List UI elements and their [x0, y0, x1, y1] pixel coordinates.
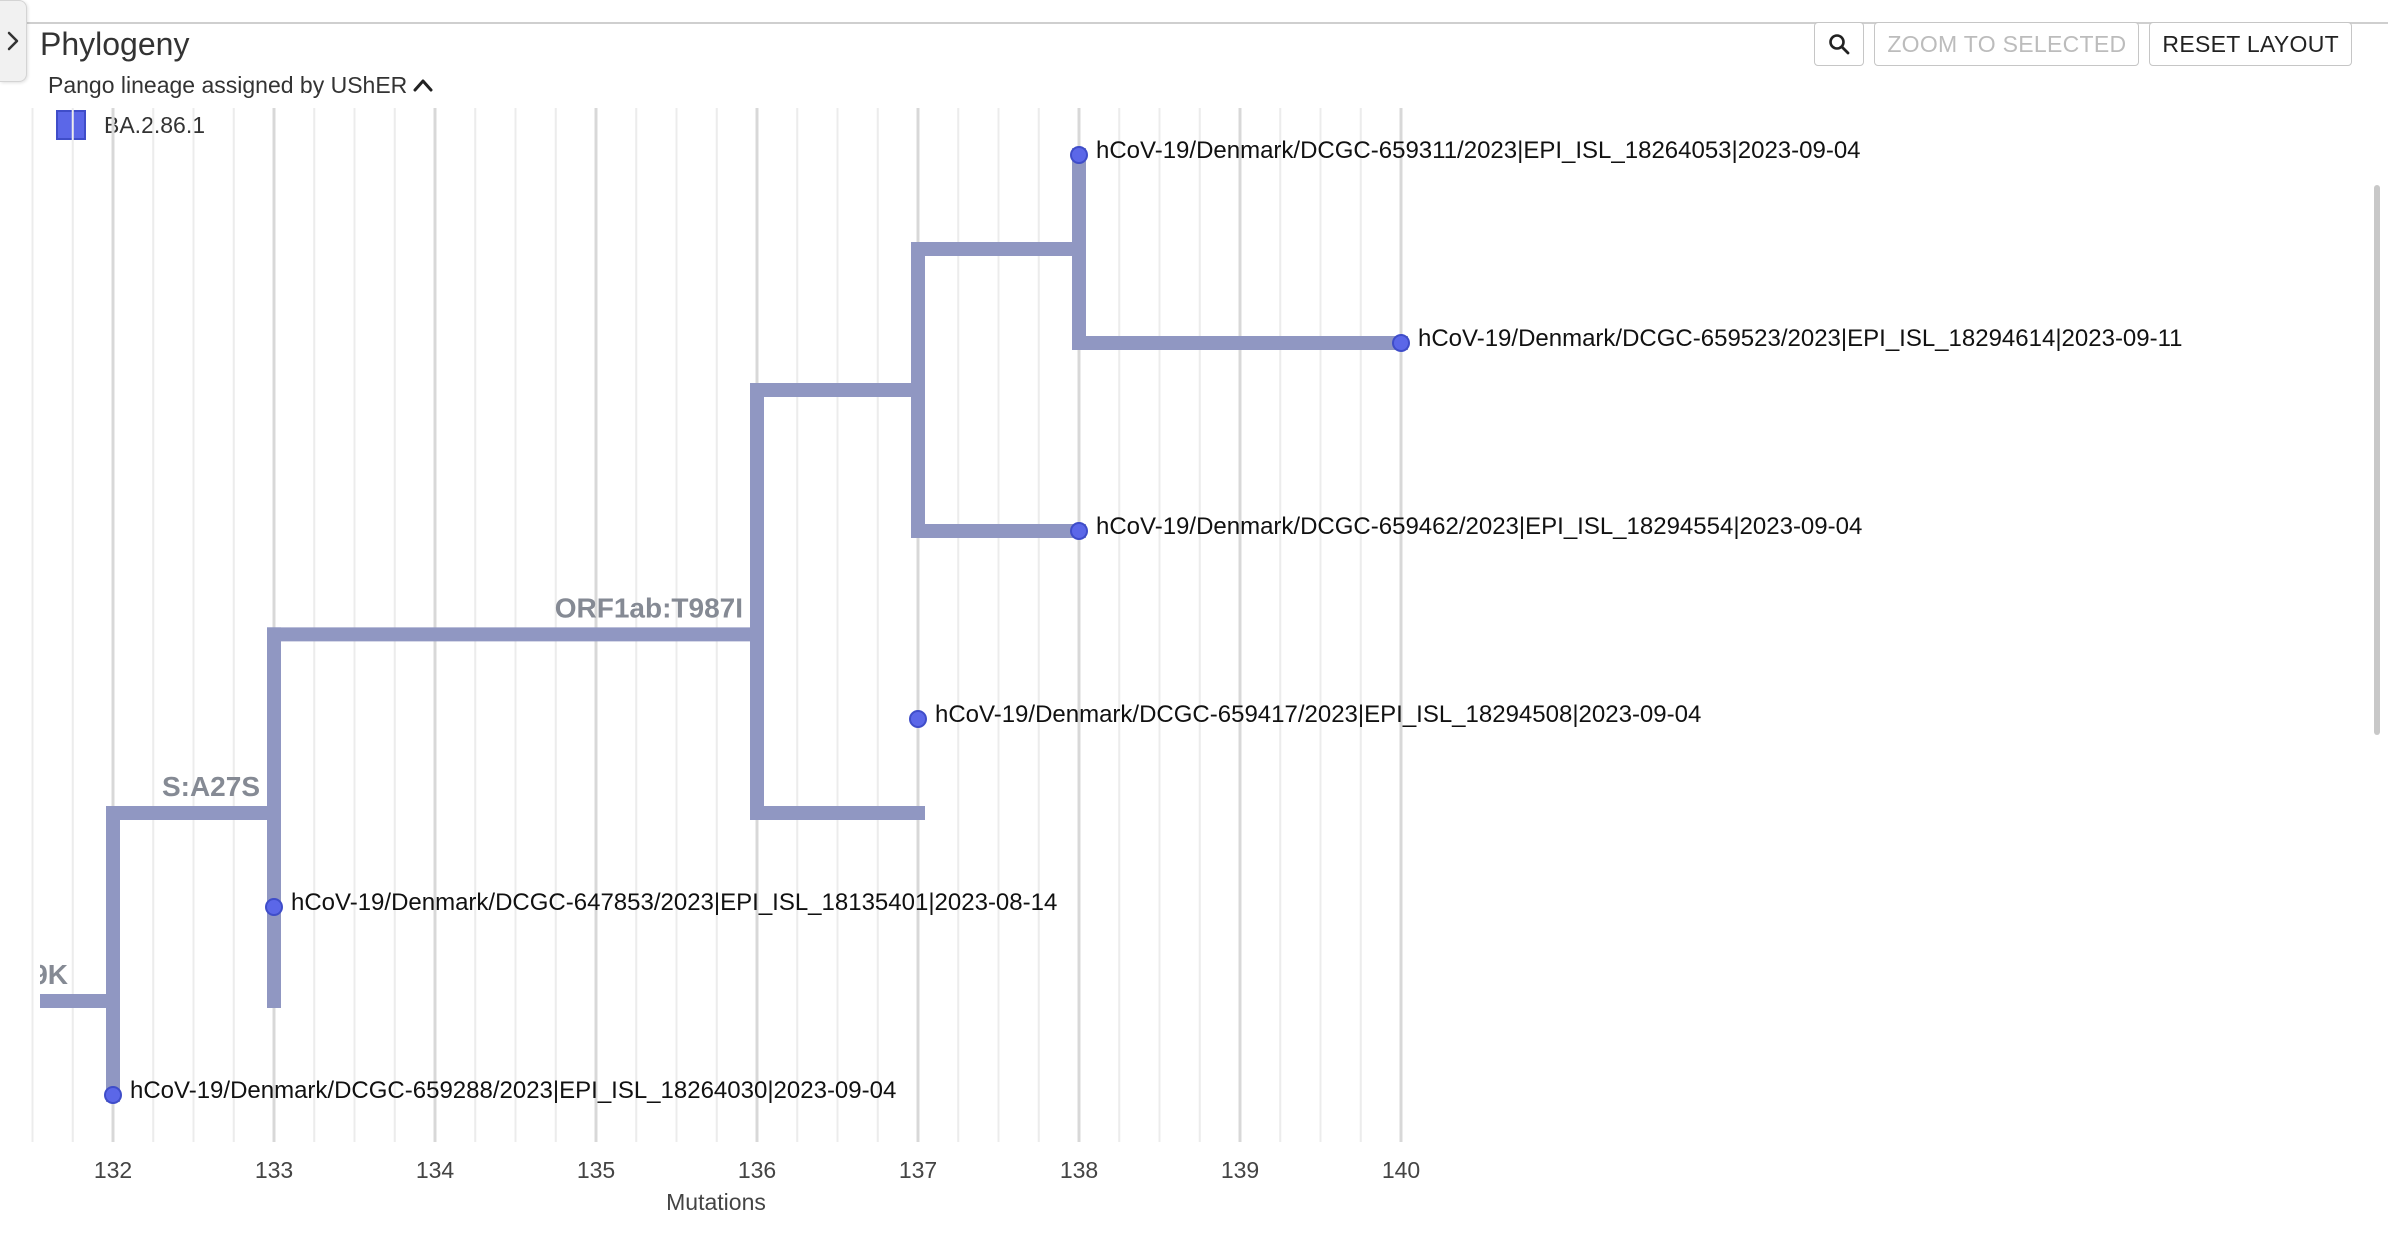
- panel-top-divider: [20, 22, 2388, 24]
- color-by-toggle[interactable]: Pango lineage assigned by UShER: [48, 68, 435, 102]
- search-button[interactable]: [1814, 22, 1865, 66]
- leaf-label[interactable]: hCoV-19/Denmark/DCGC-647853/2023|EPI_ISL…: [291, 889, 1057, 916]
- leaf-node[interactable]: [1392, 334, 1410, 352]
- x-tick-label: 137: [899, 1157, 937, 1183]
- sidebar-expand-button[interactable]: [0, 0, 27, 82]
- mutation-label: ORF1ab:T987I: [555, 592, 743, 623]
- vertical-scrollbar[interactable]: [2374, 185, 2380, 735]
- mutation-label: 9K: [32, 959, 68, 990]
- mutation-label: S:A27S: [162, 771, 260, 802]
- panel-title: Phylogeny: [40, 26, 190, 62]
- leaf-label[interactable]: hCoV-19/Denmark/DCGC-659523/2023|EPI_ISL…: [1418, 325, 2183, 352]
- magnifier-icon: [1829, 34, 1850, 55]
- leaf-label[interactable]: hCoV-19/Denmark/DCGC-659417/2023|EPI_ISL…: [935, 701, 1701, 728]
- leaf-label[interactable]: hCoV-19/Denmark/DCGC-659311/2023|EPI_ISL…: [1096, 137, 1861, 164]
- legend-label: BA.2.86.1: [104, 111, 206, 138]
- x-axis-title: Mutations: [666, 1189, 766, 1215]
- chevron-right-icon: [7, 31, 19, 51]
- x-tick-label: 132: [94, 1157, 132, 1183]
- leaf-label[interactable]: hCoV-19/Denmark/DCGC-659288/2023|EPI_ISL…: [130, 1077, 896, 1104]
- x-tick-label: 140: [1382, 1157, 1420, 1183]
- x-tick-label: 135: [577, 1157, 615, 1183]
- leaf-label[interactable]: hCoV-19/Denmark/DCGC-659462/2023|EPI_ISL…: [1096, 513, 1862, 540]
- reset-layout-button[interactable]: RESET LAYOUT: [2149, 22, 2352, 66]
- leaf-node[interactable]: [1070, 522, 1088, 540]
- x-tick-label: 134: [416, 1157, 455, 1183]
- legend-item[interactable]: BA.2.86.1: [56, 110, 205, 140]
- zoom-to-selected-button[interactable]: ZOOM TO SELECTED: [1874, 22, 2140, 66]
- x-tick-label: 136: [738, 1157, 776, 1183]
- leaf-node[interactable]: [104, 1086, 122, 1104]
- legend-swatch: [56, 110, 86, 140]
- chevron-up-icon: [413, 79, 433, 92]
- leaf-node[interactable]: [1070, 146, 1088, 164]
- leaf-node[interactable]: [909, 710, 927, 728]
- x-tick-label: 133: [255, 1157, 293, 1183]
- leaf-node[interactable]: [265, 898, 283, 916]
- x-tick-label: 138: [1060, 1157, 1098, 1183]
- tree-toolbar: ZOOM TO SELECTED RESET LAYOUT: [1814, 22, 2352, 66]
- color-by-label: Pango lineage assigned by UShER: [48, 72, 408, 98]
- branches-group: 9K S:A27S ORF1ab:T987I: [32, 148, 1408, 1102]
- x-tick-label: 139: [1221, 1157, 1259, 1183]
